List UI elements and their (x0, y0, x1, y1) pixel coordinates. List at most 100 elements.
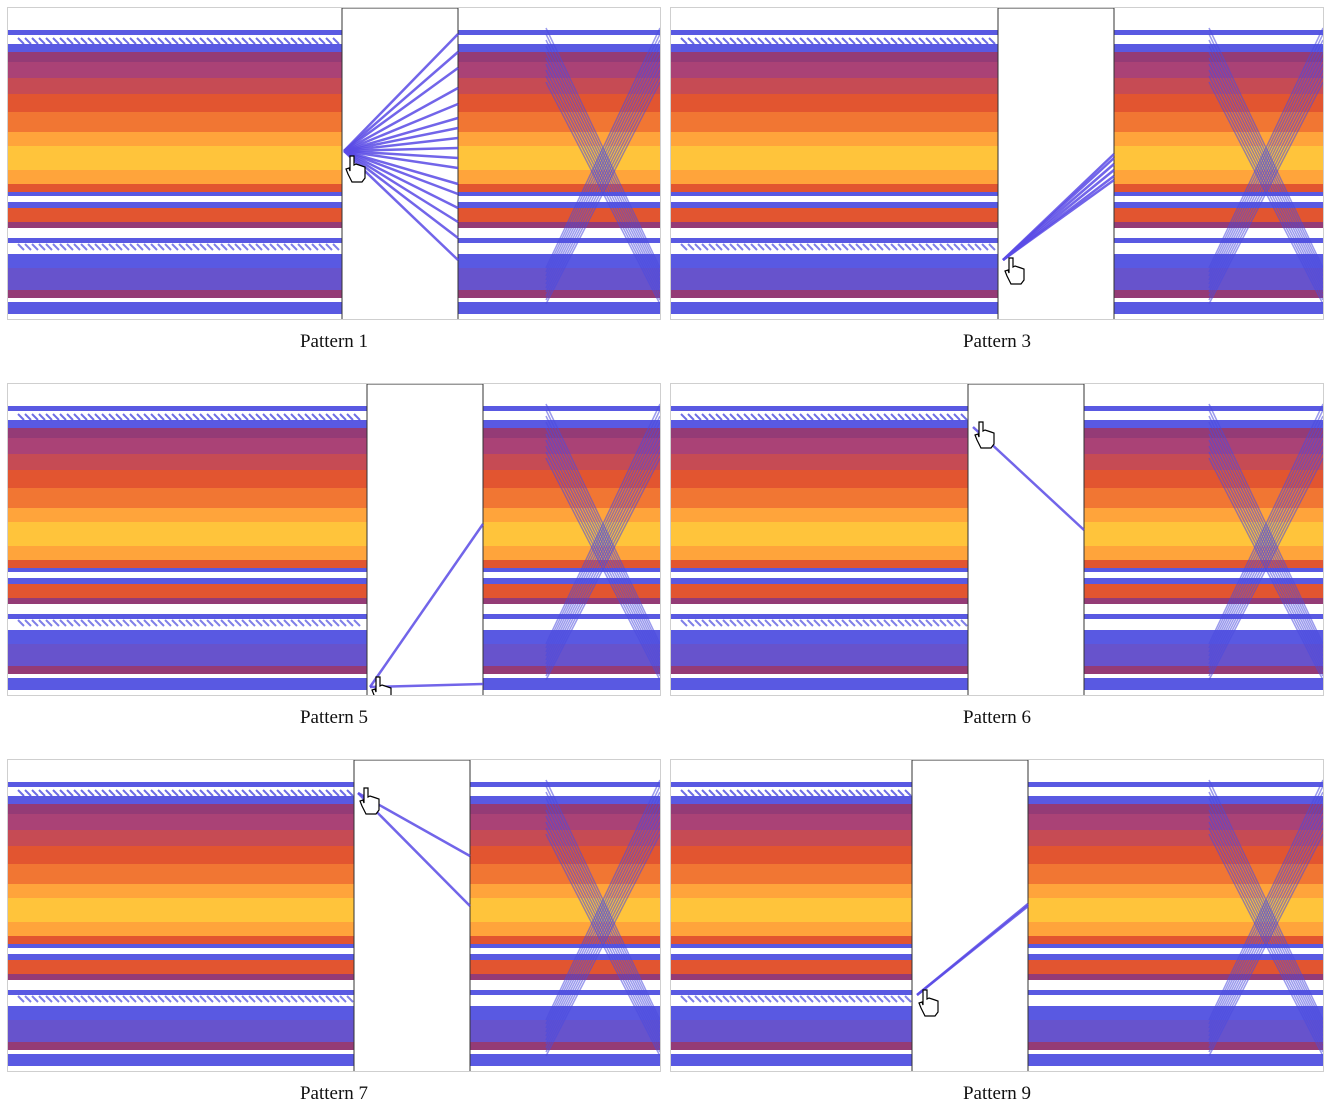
tick-mark (17, 619, 25, 627)
tick-mark (680, 619, 688, 627)
tick-mark (213, 37, 221, 45)
density-band (1084, 578, 1323, 584)
cross-line (545, 75, 660, 301)
tick-mark (171, 995, 179, 1003)
density-plot (671, 8, 1323, 319)
tick-mark (813, 619, 821, 627)
tick-mark (694, 995, 702, 1003)
tick-mark (269, 243, 277, 251)
tick-mark (715, 243, 723, 251)
tick-mark (715, 789, 723, 797)
tick-mark (946, 37, 954, 45)
tick-mark (234, 789, 242, 797)
tick-mark (918, 413, 926, 421)
tick-mark (73, 995, 81, 1003)
tick-mark (269, 789, 277, 797)
tick-mark (967, 243, 975, 251)
tick-mark (24, 619, 32, 627)
density-band (483, 546, 660, 560)
density-band (1028, 1054, 1323, 1060)
tick-mark (304, 619, 312, 627)
tick-mark (38, 413, 46, 421)
density-band (671, 428, 968, 438)
tick-mark (80, 413, 88, 421)
density-band (8, 560, 367, 568)
tick-mark (38, 37, 46, 45)
density-band (470, 1060, 660, 1066)
tick-mark (262, 995, 270, 1003)
density-band (671, 78, 998, 94)
density-band (1028, 974, 1323, 980)
cross-line (545, 785, 660, 1025)
tick-mark (876, 243, 884, 251)
tick-mark (115, 995, 123, 1003)
tick-mark (311, 619, 319, 627)
tick-mark (904, 619, 912, 627)
density-band (8, 954, 354, 960)
tick-mark (101, 413, 109, 421)
tick-mark (150, 37, 158, 45)
density-band (671, 202, 998, 208)
density-band (8, 578, 367, 584)
tick-mark (939, 243, 947, 251)
tick-mark (904, 995, 912, 1003)
density-band (458, 184, 660, 192)
density-band (8, 52, 342, 62)
density-band (8, 132, 342, 146)
density-band (483, 522, 660, 546)
density-band (8, 814, 354, 830)
tick-mark (17, 37, 25, 45)
tick-mark (213, 413, 221, 421)
density-band (8, 598, 367, 604)
density-band (470, 1054, 660, 1060)
cross-line (1208, 63, 1323, 293)
tick-mark (31, 619, 39, 627)
tick-mark (932, 243, 940, 251)
tick-mark (346, 619, 354, 627)
tick-mark (778, 37, 786, 45)
hand-pointer-icon (974, 421, 995, 449)
density-band (1028, 830, 1323, 846)
density-band (1028, 990, 1323, 995)
density-band (458, 30, 660, 35)
tick-mark (680, 995, 688, 1003)
tick-mark (122, 243, 130, 251)
density-band (1028, 804, 1323, 814)
tick-mark (94, 243, 102, 251)
density-band (8, 438, 367, 454)
tick-mark (339, 789, 347, 797)
selected-lines (343, 33, 459, 261)
density-band (1114, 30, 1323, 35)
tick-mark (785, 243, 793, 251)
tick-mark (806, 37, 814, 45)
tick-mark (736, 243, 744, 251)
density-band (671, 208, 998, 222)
tick-mark (101, 619, 109, 627)
tick-mark (771, 37, 779, 45)
tick-mark (904, 243, 912, 251)
density-band (1084, 678, 1323, 684)
tick-mark (185, 619, 193, 627)
tick-mark (981, 243, 989, 251)
density-band (671, 678, 968, 684)
density-band (8, 208, 342, 222)
tick-mark (883, 413, 891, 421)
cross-line (545, 427, 660, 661)
lens-window[interactable] (366, 384, 484, 696)
tick-mark (115, 37, 123, 45)
tick-mark (318, 619, 326, 627)
tick-mark (904, 413, 912, 421)
density-band (671, 974, 912, 980)
density-band (483, 438, 660, 454)
tick-mark (820, 413, 828, 421)
tick-mark (129, 619, 137, 627)
tick-mark (346, 413, 354, 421)
tick-mark (680, 413, 688, 421)
tick-mark (276, 619, 284, 627)
lens-window[interactable] (911, 760, 1029, 1072)
density-band (671, 30, 998, 35)
tick-mark (722, 37, 730, 45)
density-band (671, 804, 912, 814)
left-density-bands (8, 30, 342, 314)
selected-line (369, 682, 484, 689)
